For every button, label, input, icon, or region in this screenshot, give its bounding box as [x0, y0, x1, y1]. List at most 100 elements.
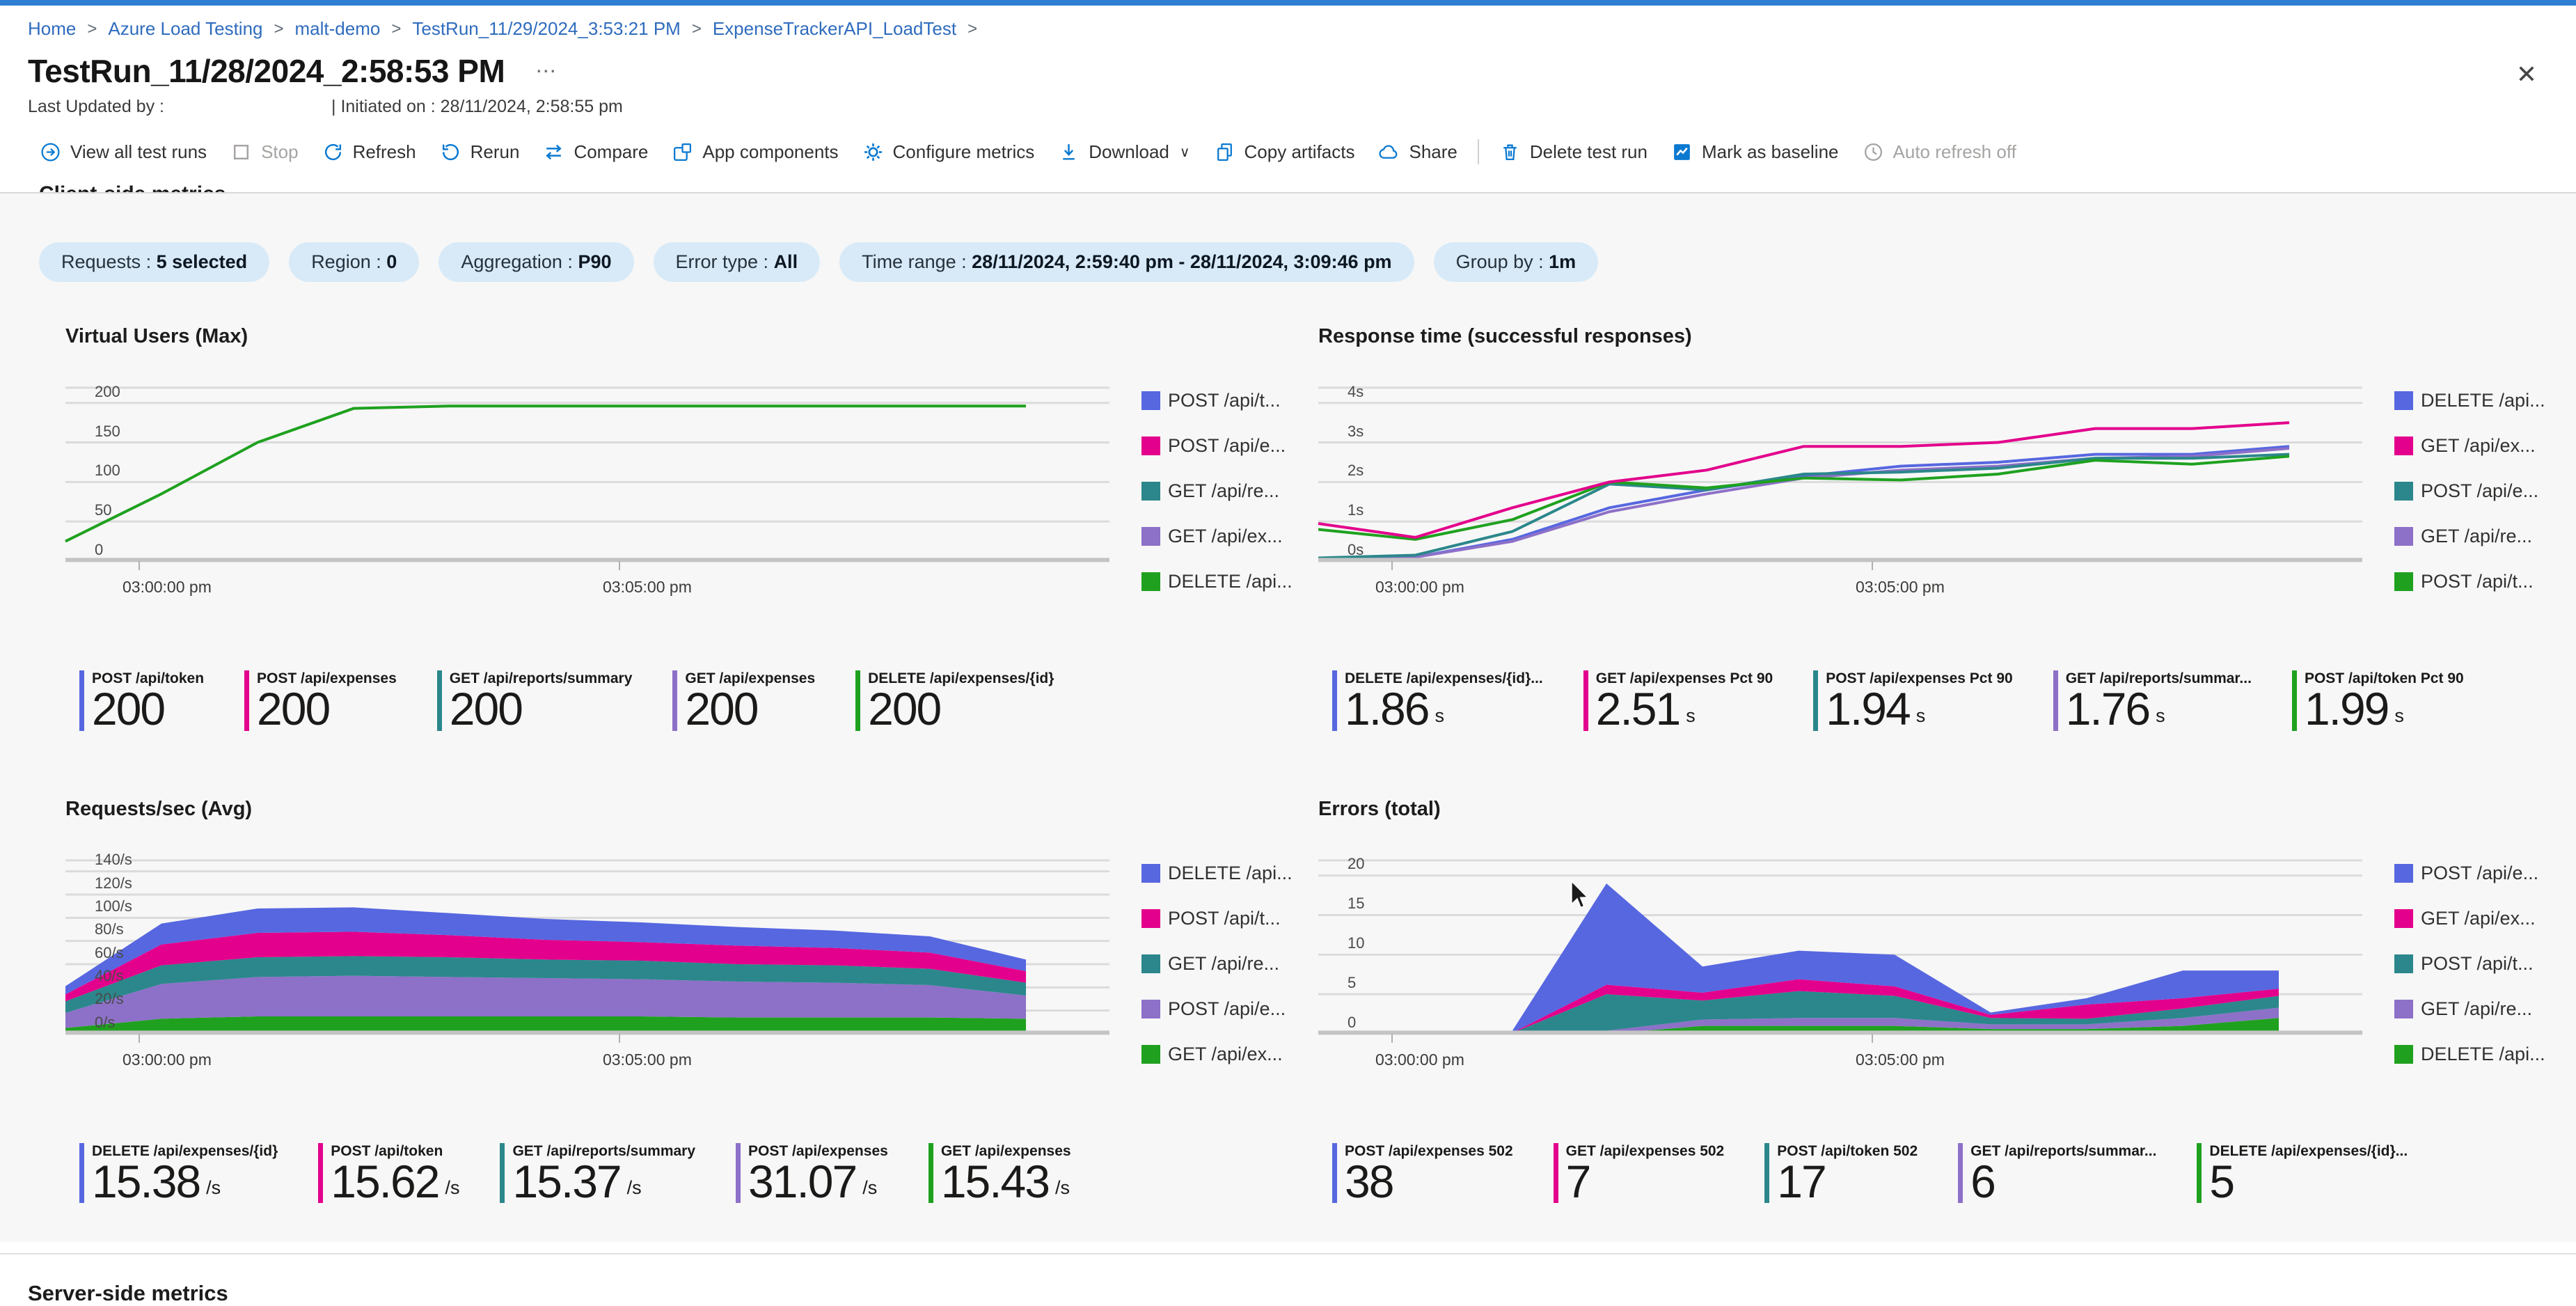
y-axis-label: 0s	[1348, 540, 1364, 558]
legend-item[interactable]: GET /api/ex...	[1141, 526, 1293, 547]
legend-label: GET /api/ex...	[2421, 907, 2536, 929]
card-label: POST /api/token Pct 90	[2304, 670, 2464, 686]
y-axis-label: 80/s	[95, 920, 124, 938]
breadcrumb-separator: >	[391, 19, 402, 38]
filter-pill[interactable]: Error type : All	[653, 242, 821, 282]
y-axis-label: 40/s	[95, 966, 124, 984]
breadcrumb-link[interactable]: ExpenseTrackerAPI_LoadTest	[712, 18, 957, 39]
chart-legend: DELETE /api... GET /api/ex... POST /api/…	[2394, 387, 2545, 592]
legend-swatch	[1141, 572, 1160, 591]
view-all-test-runs-button[interactable]: View all test runs	[28, 141, 219, 163]
legend-item[interactable]: GET /api/ex...	[2394, 908, 2545, 929]
legend-label: GET /api/re...	[2421, 526, 2533, 546]
card-color-bar	[2197, 1142, 2202, 1204]
legend-item[interactable]: DELETE /api...	[1141, 863, 1293, 884]
compare-arrows-icon	[543, 141, 564, 163]
legend-label: GET /api/ex...	[2421, 435, 2536, 456]
copy-icon	[1214, 141, 1235, 163]
legend-item[interactable]: DELETE /api...	[2394, 390, 2545, 411]
legend-item[interactable]: GET /api/re...	[2394, 526, 2545, 547]
card-unit: s	[1915, 705, 1926, 726]
legend-label: GET /api/ex...	[1168, 1043, 1283, 1064]
legend-label: POST /api/t...	[2421, 952, 2534, 974]
legend-item[interactable]: DELETE /api...	[1141, 571, 1293, 592]
x-axis-label: 03:05:00 pm	[602, 1050, 692, 1069]
legend-item[interactable]: POST /api/e...	[1141, 998, 1293, 1020]
legend-item[interactable]: POST /api/e...	[2394, 480, 2545, 502]
arrow-circle-icon	[40, 141, 61, 163]
errors-total-plot[interactable]: 0 5 10 15 20 03:00:00 pm 03:05:00 pm	[1318, 855, 2362, 1069]
legend-item[interactable]: POST /api/e...	[2394, 863, 2545, 884]
legend-swatch	[2394, 482, 2413, 501]
legend-item[interactable]: POST /api/e...	[1141, 435, 1293, 457]
breadcrumb-separator: >	[274, 19, 284, 38]
legend-item[interactable]: GET /api/re...	[1141, 480, 1293, 502]
card-color-bar	[244, 670, 250, 731]
breadcrumb-link[interactable]: Azure Load Testing	[108, 18, 263, 39]
card-color-bar	[79, 670, 84, 731]
filter-pill[interactable]: Region : 0	[289, 242, 420, 282]
filter-pill[interactable]: Aggregation : P90	[438, 242, 634, 282]
legend-item[interactable]: POST /api/t...	[1141, 390, 1293, 411]
share-button[interactable]: Share	[1366, 141, 1469, 163]
legend-item[interactable]: POST /api/t...	[1141, 908, 1293, 929]
legend-swatch	[2394, 572, 2413, 591]
copy-artifacts-button[interactable]: Copy artifacts	[1202, 141, 1367, 163]
card-label: POST /api/token	[92, 670, 205, 686]
legend-item[interactable]: GET /api/re...	[1141, 953, 1293, 975]
close-icon[interactable]: ✕	[2515, 60, 2537, 88]
filter-pill[interactable]: Time range : 28/11/2024, 2:59:40 pm - 28…	[839, 242, 1414, 282]
metric-card: POST /api/token 200	[79, 670, 205, 734]
card-unit: s	[1686, 705, 1696, 726]
legend-item[interactable]: GET /api/ex...	[2394, 435, 2545, 457]
x-axis-label: 03:00:00 pm	[122, 578, 212, 596]
card-value: 7	[1565, 1155, 1592, 1207]
metric-card: DELETE /api/expenses/{id} 15.38 /s	[79, 1142, 278, 1204]
legend-item[interactable]: DELETE /api...	[2394, 1044, 2545, 1065]
response-time-chart: Response time (successful responses) 0s 1…	[1295, 325, 2545, 732]
chart-title: Virtual Users (Max)	[65, 325, 248, 347]
legend-item[interactable]: GET /api/ex...	[1141, 1044, 1293, 1065]
card-color-bar	[2291, 670, 2297, 731]
breadcrumb-link[interactable]: Home	[28, 18, 77, 39]
title-more-icon[interactable]: ⋯	[535, 59, 559, 83]
y-axis-label: 200	[95, 382, 120, 400]
breadcrumb-separator: >	[691, 19, 702, 38]
card-value: 200	[257, 683, 331, 734]
app-components-button[interactable]: App components	[660, 141, 850, 163]
breadcrumb-link[interactable]: malt-demo	[294, 18, 381, 39]
y-axis-label: 100/s	[95, 897, 132, 915]
errors-total-chart: Errors (total) 0 5 10 15 20 03:00:00 pm 03:05:…	[1295, 798, 2545, 1207]
card-label: GET /api/expenses Pct 90	[1595, 670, 1773, 686]
card-color-bar	[855, 670, 861, 731]
y-axis-label: 0/s	[95, 1013, 116, 1031]
legend-item[interactable]: POST /api/t...	[2394, 953, 2545, 975]
x-axis-label: 03:00:00 pm	[1375, 578, 1464, 596]
configure-metrics-button[interactable]: Configure metrics	[851, 141, 1047, 163]
filter-pill[interactable]: Group by : 1m	[1433, 242, 1599, 282]
legend-swatch	[1141, 391, 1160, 410]
breadcrumb: Home > Azure Load Testing > malt-demo > …	[28, 13, 2548, 47]
delete-test-run-button[interactable]: Delete test run	[1487, 141, 1659, 163]
filter-pill[interactable]: Requests : 5 selected	[39, 242, 270, 282]
breadcrumb-link[interactable]: TestRun_11/29/2024_3:53:21 PM	[412, 18, 681, 39]
refresh-button[interactable]: Refresh	[310, 141, 428, 163]
mark-as-baseline-button[interactable]: Mark as baseline	[1659, 141, 1851, 163]
card-color-bar	[436, 670, 442, 731]
y-axis-label: 20/s	[95, 990, 124, 1008]
requests-per-sec-plot[interactable]: 0/s 20/s 40/s 60/s 80/s 100/s 120/s 140/s 03:00:…	[65, 851, 1109, 1069]
legend-swatch	[2394, 527, 2413, 546]
card-value: 31.07	[748, 1155, 858, 1207]
legend-item[interactable]: POST /api/t...	[2394, 571, 2545, 592]
response-time-plot[interactable]: 0s 1s 2s 3s 4s 03:00:00 pm 03:05:00 pm	[1318, 383, 2362, 596]
cloud-share-icon	[1378, 141, 1400, 163]
card-value: 200	[92, 683, 166, 734]
compare-button[interactable]: Compare	[531, 141, 660, 163]
legend-label: POST /api/e...	[2421, 862, 2539, 883]
rerun-button[interactable]: Rerun	[428, 141, 532, 163]
legend-item[interactable]: GET /api/re...	[2394, 998, 2545, 1020]
legend-label: POST /api/t...	[1168, 390, 1281, 411]
virtual-users-plot[interactable]: 0 50 100 150 200 03:00:00 pm 03:05:00 pm	[65, 383, 1109, 596]
card-label: POST /api/expenses	[257, 670, 397, 686]
download-button[interactable]: Download ∨	[1046, 141, 1201, 163]
